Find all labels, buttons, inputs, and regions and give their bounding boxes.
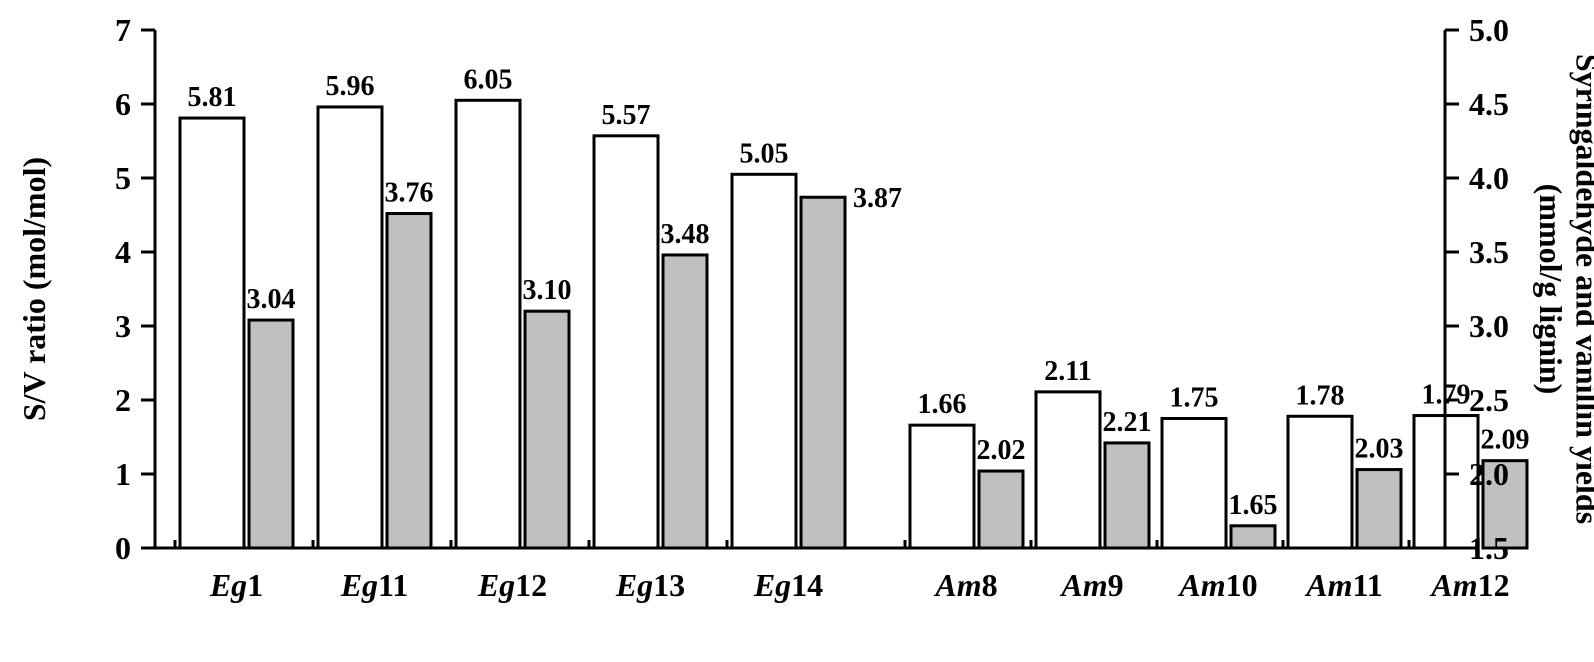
y-right-tick-label: 3.5 bbox=[1469, 234, 1509, 270]
bar-sv-ratio bbox=[732, 174, 796, 548]
y-left-tick-label: 3 bbox=[115, 308, 131, 344]
value-label-yield: 3.10 bbox=[523, 275, 572, 306]
value-label-sv: 5.05 bbox=[740, 138, 789, 169]
value-label-yield: 2.09 bbox=[1481, 425, 1530, 456]
y-right-tick-label: 2.5 bbox=[1469, 382, 1509, 418]
category-label: Eg1 bbox=[209, 567, 263, 603]
category-label: Am9 bbox=[1059, 567, 1123, 603]
value-label-yield: 3.76 bbox=[385, 178, 434, 209]
value-label-yield: 2.03 bbox=[1355, 434, 1404, 465]
y-left-tick-label: 0 bbox=[115, 530, 131, 566]
bar-yield bbox=[979, 471, 1023, 548]
bar-yield bbox=[1231, 526, 1275, 548]
bar-yield bbox=[801, 197, 845, 548]
value-label-sv: 1.75 bbox=[1170, 383, 1219, 414]
category-label: Am12 bbox=[1429, 567, 1509, 603]
value-label-sv: 5.96 bbox=[326, 71, 375, 102]
value-label-yield: 3.04 bbox=[247, 284, 296, 315]
value-label-sv: 6.05 bbox=[464, 64, 513, 95]
y-right-tick-label: 4.5 bbox=[1469, 86, 1509, 122]
bar-sv-ratio bbox=[1036, 392, 1100, 548]
bar-sv-ratio bbox=[594, 136, 658, 548]
y-right-axis-title: Syringaldehyde and vanillin yields(mmol/… bbox=[1533, 54, 1594, 524]
y-left-tick-label: 4 bbox=[115, 234, 131, 270]
value-label-yield: 2.21 bbox=[1103, 407, 1152, 438]
bar-sv-ratio bbox=[456, 100, 520, 548]
category-label: Eg11 bbox=[340, 567, 409, 603]
y-right-tick-label: 5.0 bbox=[1469, 12, 1509, 48]
category-label: Am8 bbox=[933, 567, 997, 603]
bar-yield bbox=[1357, 470, 1401, 548]
bar-yield bbox=[249, 320, 293, 548]
y-left-tick-label: 5 bbox=[115, 160, 131, 196]
bar-yield bbox=[1105, 443, 1149, 548]
value-label-sv: 2.11 bbox=[1044, 356, 1091, 387]
category-label: Am11 bbox=[1304, 567, 1382, 603]
bar-yield bbox=[525, 311, 569, 548]
value-label-yield: 3.87 bbox=[853, 183, 902, 214]
bar-yield bbox=[663, 255, 707, 548]
category-label: Eg13 bbox=[615, 567, 685, 603]
value-label-sv: 5.81 bbox=[188, 82, 237, 113]
bar-sv-ratio bbox=[910, 425, 974, 548]
y-right-tick-label: 3.0 bbox=[1469, 308, 1509, 344]
category-label: Am10 bbox=[1177, 567, 1257, 603]
value-label-yield: 2.02 bbox=[977, 435, 1026, 466]
bar-yield bbox=[387, 214, 431, 548]
y-right-tick-label: 1.5 bbox=[1469, 530, 1509, 566]
value-label-sv: 5.57 bbox=[602, 100, 651, 131]
category-label: Eg14 bbox=[753, 567, 823, 603]
value-label-sv: 1.78 bbox=[1296, 380, 1345, 411]
y-left-tick-label: 1 bbox=[115, 456, 131, 492]
sv-yield-bar-chart: 5.813.04Eg15.963.76Eg116.053.10Eg125.573… bbox=[0, 0, 1594, 662]
value-label-sv: 1.66 bbox=[918, 389, 967, 420]
y-left-tick-label: 7 bbox=[115, 12, 131, 48]
bar-sv-ratio bbox=[1288, 416, 1352, 548]
bar-sv-ratio bbox=[318, 107, 382, 548]
y-left-tick-label: 6 bbox=[115, 86, 131, 122]
value-label-yield: 1.65 bbox=[1229, 490, 1278, 521]
y-right-tick-label: 4.0 bbox=[1469, 160, 1509, 196]
bar-sv-ratio bbox=[180, 118, 244, 548]
value-label-yield: 3.48 bbox=[661, 219, 710, 250]
y-left-axis-title: S/V ratio (mol/mol) bbox=[16, 157, 52, 421]
category-label: Eg12 bbox=[477, 567, 547, 603]
bar-sv-ratio bbox=[1162, 419, 1226, 549]
y-right-tick-label: 2.0 bbox=[1469, 456, 1509, 492]
y-left-tick-label: 2 bbox=[115, 382, 131, 418]
